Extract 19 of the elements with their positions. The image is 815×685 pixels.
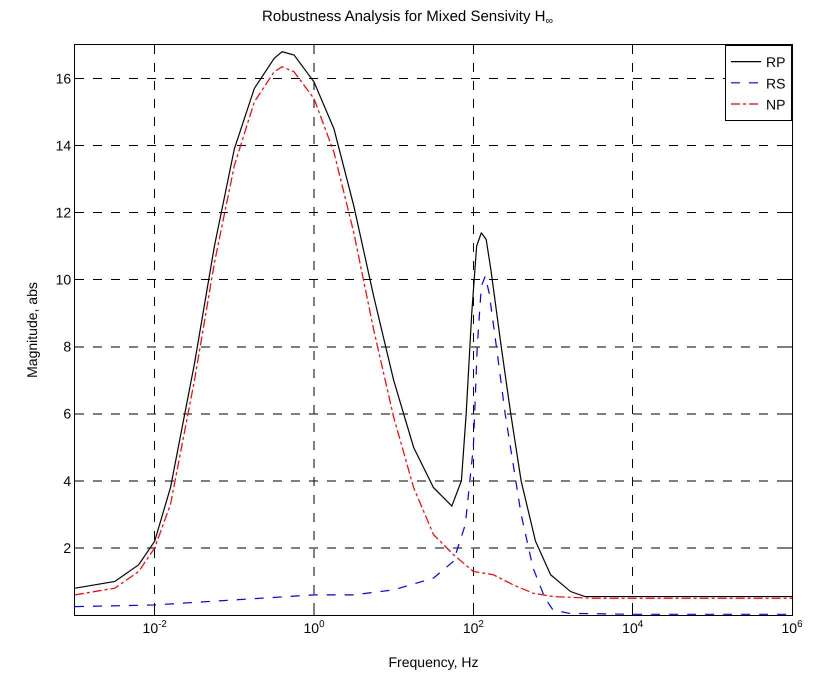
x-tick-label: 10$^{0}$ [303, 618, 326, 636]
y-tick-label: 6 [63, 406, 72, 422]
y-tick-label: 14 [56, 137, 72, 154]
legend-label: NP [766, 96, 786, 112]
y-tick-label: 12 [56, 204, 72, 221]
y-tick-label: 10 [56, 272, 72, 288]
x-tick-label: 10$^{2}$ [462, 618, 484, 636]
chart-title: Robustness Analysis for Mixed Sensivity H$_{∞}$ [262, 8, 554, 27]
x-tick-label: 10$^{-2}$ [142, 618, 167, 636]
x-tick-label: 10$^{4}$ [622, 618, 644, 636]
y-tick-label: 2 [63, 540, 72, 556]
y-tick-label: 16 [56, 70, 72, 86]
y-tick-label: 4 [63, 472, 72, 489]
legend-label: RP [766, 54, 786, 70]
y-axis-title: Magnitude, abs [24, 282, 40, 378]
y-tick-label: 8 [63, 338, 72, 355]
x-axis-title: Frequency, Hz [388, 654, 478, 670]
x-tick-label: 10$^{6}$ [781, 618, 804, 636]
legend-label: RS [766, 75, 786, 92]
